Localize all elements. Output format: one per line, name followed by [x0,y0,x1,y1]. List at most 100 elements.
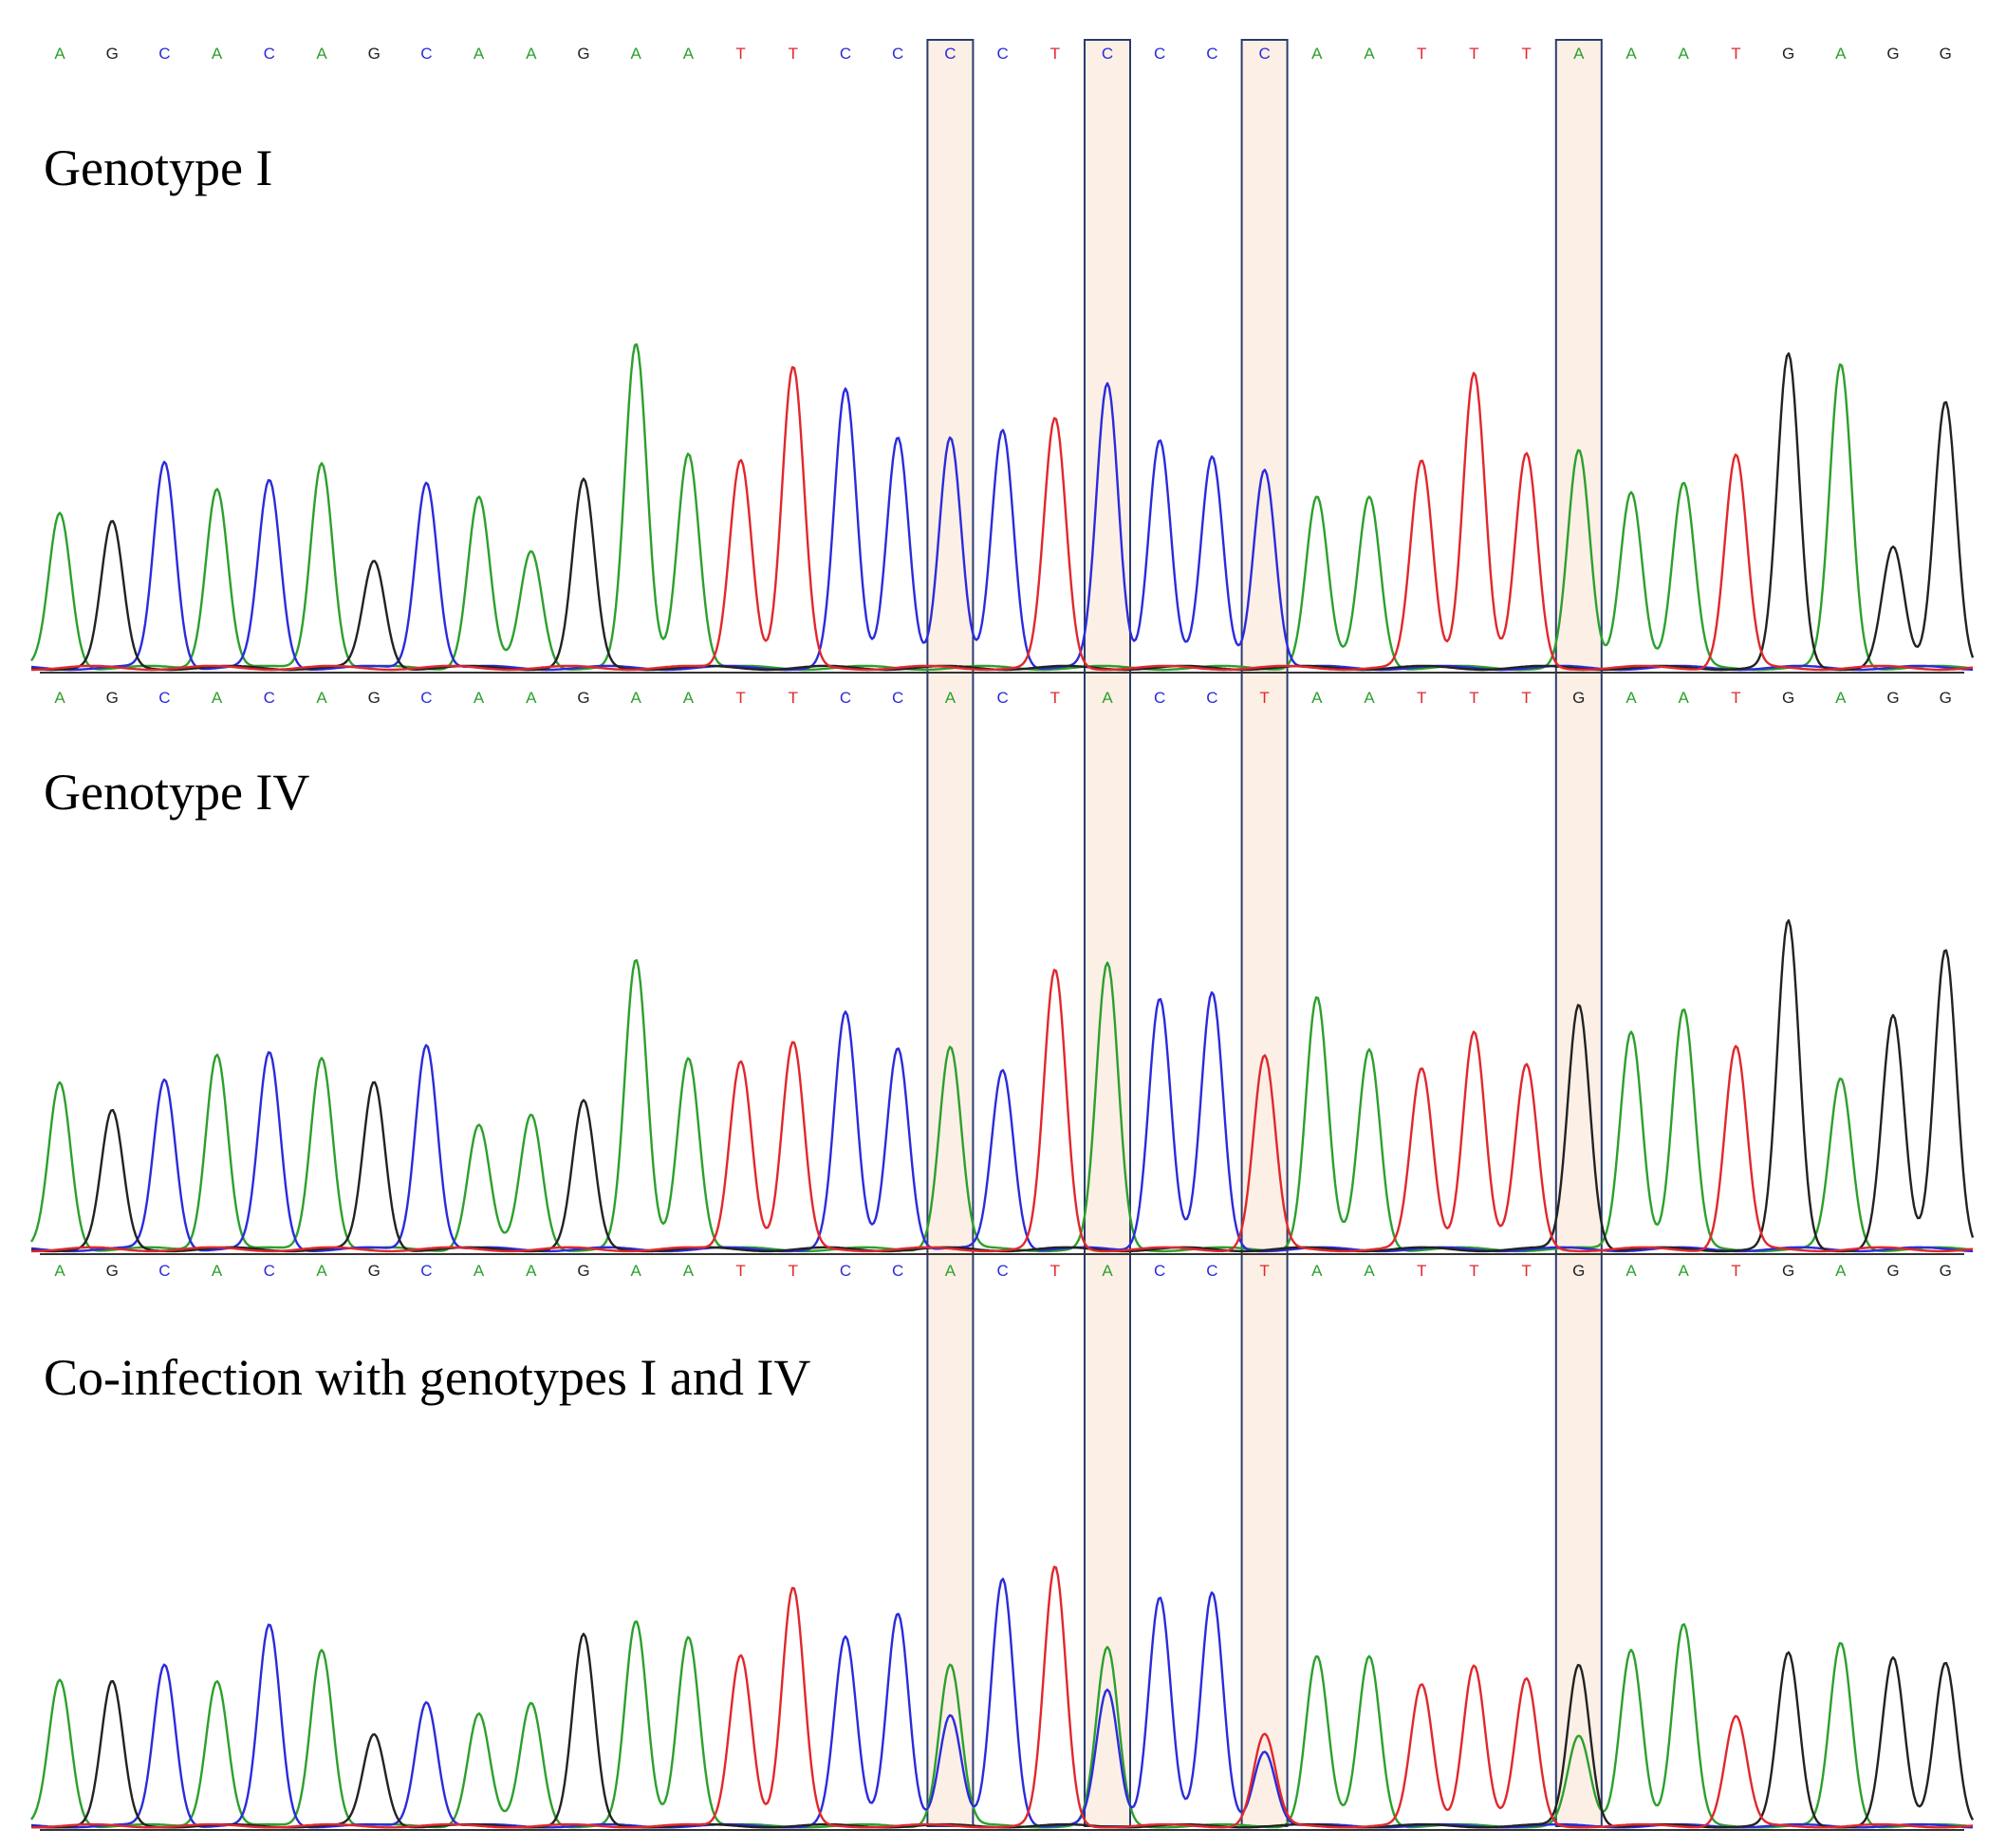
panel-1-base-call: A [1679,45,1690,63]
panel-3-base-call: A [474,1262,485,1280]
panel-1-base-call: C [1102,45,1113,63]
panel-1-base-call: T [735,45,745,63]
panel-3-base-call: G [1940,1262,1952,1280]
panel-2-base-call: A [1364,689,1375,707]
panel-3-base-call: A [1364,1262,1375,1280]
panel-2-base-call: A [683,689,695,707]
panel-1-base-call: A [1835,45,1847,63]
panel-2-base-call: C [158,689,170,707]
panel-2-base-call: C [840,689,851,707]
panel-1-base-call: T [1521,45,1531,63]
panel-2-base-call: T [735,689,745,707]
panel-3-base-call: C [840,1262,851,1280]
panel-3-base-call: C [996,1262,1008,1280]
panel-1-base-call: A [683,45,695,63]
panel-2-base-call: A [316,689,327,707]
panel-2-base-call: C [892,689,903,707]
base-call-layer: A G C A C A G C A A G A A T T C C C C T C C C C A A T T T A A A T G A G G A G C… [54,45,1951,1280]
panel-2-base-call: T [1731,689,1740,707]
panel-2-base-call: A [1679,689,1690,707]
panel-2-base-call: T [1259,689,1269,707]
panel-2-base-call: C [1206,689,1217,707]
panel-3-base-call: A [1102,1262,1113,1280]
highlight-column-1 [926,39,975,1827]
panel-1-base-call: C [1206,45,1217,63]
panel-3-base-call: A [1311,1262,1323,1280]
panel-3-base-call: A [212,1262,223,1280]
panel-2-base-call: A [631,689,642,707]
panel-3-base-call: A [316,1262,327,1280]
highlight-layer [926,39,1603,1827]
panel-3-trace-T [31,1565,1974,1829]
panel-1-base-call: G [1886,45,1899,63]
panel-3-trace-A [30,1620,1974,1829]
panel-3-base-call: T [1521,1262,1531,1280]
panel-3-base-call: G [1572,1262,1585,1280]
panel-2-base-call: G [1940,689,1952,707]
panel-1-base-call: A [526,45,537,63]
panel-2-base-call: C [1154,689,1165,707]
panel-1-trace-A [30,342,1974,672]
panel-2-base-call: G [106,689,119,707]
panel-1-base-call: G [1940,45,1952,63]
panel-2-base-call: T [1469,689,1478,707]
panel-2-base-call: A [54,689,65,707]
panel-3-base-call: A [945,1262,957,1280]
panel-1-base-call: T [1469,45,1478,63]
panel-3-base-call: G [1886,1262,1899,1280]
panel-3-base-call: C [420,1262,432,1280]
panel-3-base-call: C [892,1262,903,1280]
panel-1-base-call: T [1417,45,1426,63]
panel-2-trace-A [29,959,1974,1253]
panel-1-base-call: G [106,45,119,63]
panel-2-base-call: A [212,689,223,707]
panel-2-base-call: A [1311,689,1323,707]
panel-1-base-call: A [1573,45,1585,63]
panel-3-base-call: T [1259,1262,1269,1280]
panel-3-base-call: G [106,1262,119,1280]
panel-3-base-call: A [631,1262,642,1280]
panel-2-base-call: T [789,689,798,707]
panel-2-base-call: C [996,689,1008,707]
panel-3-base-call: C [1154,1262,1165,1280]
panel-1-base-call: G [368,45,381,63]
panel-2-base-call: T [1050,689,1060,707]
panel-3-base-call: T [789,1262,798,1280]
panel-1-base-call: T [1731,45,1740,63]
panel-1-base-call: A [316,45,327,63]
panel-2-base-call: G [368,689,381,707]
panel-2-trace-T [31,969,1974,1253]
panel-3-base-call: C [264,1262,275,1280]
panel-1-base-call: A [474,45,485,63]
panel-3-base-call: A [1625,1262,1637,1280]
panel-3-trace-C [30,1578,1974,1829]
panel-2-base-call: C [420,689,432,707]
panel-1-base-call: G [577,45,589,63]
panel-3-base-call: A [1835,1262,1847,1280]
panel-3-base-call: A [526,1262,537,1280]
panel-1-base-call: A [1311,45,1323,63]
panel-1-base-call: G [1782,45,1794,63]
panel-1-base-call: C [996,45,1008,63]
panel-3-base-call: G [577,1262,589,1280]
panel-3-base-call: G [1782,1262,1794,1280]
panel-3-base-call: T [735,1262,745,1280]
highlight-column-4 [1554,39,1603,1827]
panel-3-base-call: T [1731,1262,1740,1280]
panel-1-trace-G [30,352,1975,672]
panel-3-base-call: A [683,1262,695,1280]
panel-1-base-call: C [840,45,851,63]
panel-title-co-infection: Co-infection with genotypes I and IV [44,1349,811,1406]
panel-3-base-call: T [1050,1262,1060,1280]
panel-1-base-call: A [1625,45,1637,63]
panel-2-base-call: G [577,689,589,707]
highlight-column-3 [1240,39,1289,1827]
panel-1-trace-C [30,381,1974,672]
highlight-column-2 [1084,39,1131,1827]
panel-1-base-call: C [420,45,432,63]
panel-2-trace-G [30,919,1975,1253]
panel-1-base-call: A [212,45,223,63]
panel-2-base-call: A [474,689,485,707]
panel-2-base-call: A [1102,689,1113,707]
